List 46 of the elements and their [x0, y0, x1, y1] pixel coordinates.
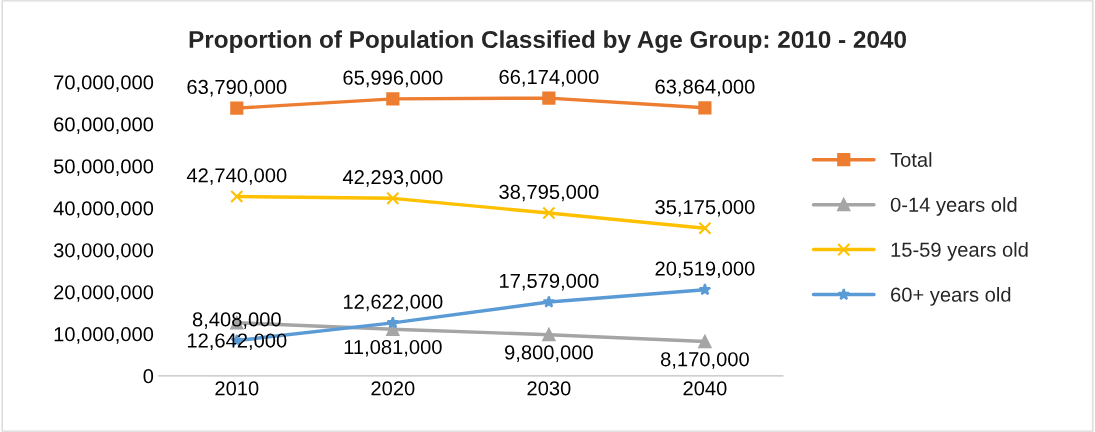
point [230, 101, 244, 115]
data-label: 66,174,000 [499, 69, 599, 87]
point [542, 328, 556, 342]
data-label: 11,081,000 [344, 339, 442, 357]
data-label: 17,579,000 [500, 273, 599, 291]
data-label: 38,795,000 [499, 184, 599, 202]
y-tick-label: 40,000,000 [53, 201, 154, 218]
x-tick-label: 2010 [215, 381, 259, 396]
point [698, 334, 712, 349]
y-tick-label: 20,000,000 [54, 285, 154, 302]
data-label: 9,800,000 [505, 345, 593, 362]
data-label: 63,864,000 [655, 79, 755, 97]
point [542, 206, 556, 220]
legend-label: 60+ years old [891, 287, 1011, 306]
y-tick-label: 30,000,000 [53, 243, 154, 260]
y-tick-label: 60,000,000 [54, 117, 154, 134]
chart-title: Proportion of Population Classified by Age Group: 2010 - 2040 [189, 30, 906, 53]
x-tick-label: 2040 [683, 381, 727, 396]
point [698, 101, 712, 115]
x-tick-label: 2020 [371, 381, 415, 396]
point [230, 189, 244, 204]
y-tick-label: 10,000,000 [54, 327, 154, 344]
y-tick-label: 0 [143, 369, 154, 384]
data-label: 8,170,000 [660, 352, 749, 369]
data-label: 12,642,000 [187, 333, 287, 351]
data-label: 65,996,000 [343, 70, 443, 88]
data-label: 8,408,000 [192, 312, 281, 329]
point [542, 295, 556, 308]
y-tick-label: 70,000,000 [54, 75, 154, 92]
point [386, 92, 400, 106]
point [698, 221, 712, 235]
point [386, 316, 400, 329]
point [386, 191, 400, 205]
legend-label: Total [890, 152, 932, 167]
data-label: 42,740,000 [186, 168, 287, 185]
data-label: 20,519,000 [655, 261, 755, 279]
point [542, 91, 556, 105]
data-label: 12,622,000 [343, 294, 443, 312]
data-label: 35,175,000 [655, 199, 755, 217]
legend-label: 15-59 years old [891, 242, 1028, 261]
x-tick-label: 2030 [527, 381, 571, 396]
legend-label: 0-14 years old [890, 197, 1017, 216]
point [698, 283, 712, 296]
data-label: 63,790,000 [187, 79, 287, 97]
y-tick-label: 50,000,000 [53, 159, 154, 176]
data-label: 42,293,000 [342, 170, 443, 187]
